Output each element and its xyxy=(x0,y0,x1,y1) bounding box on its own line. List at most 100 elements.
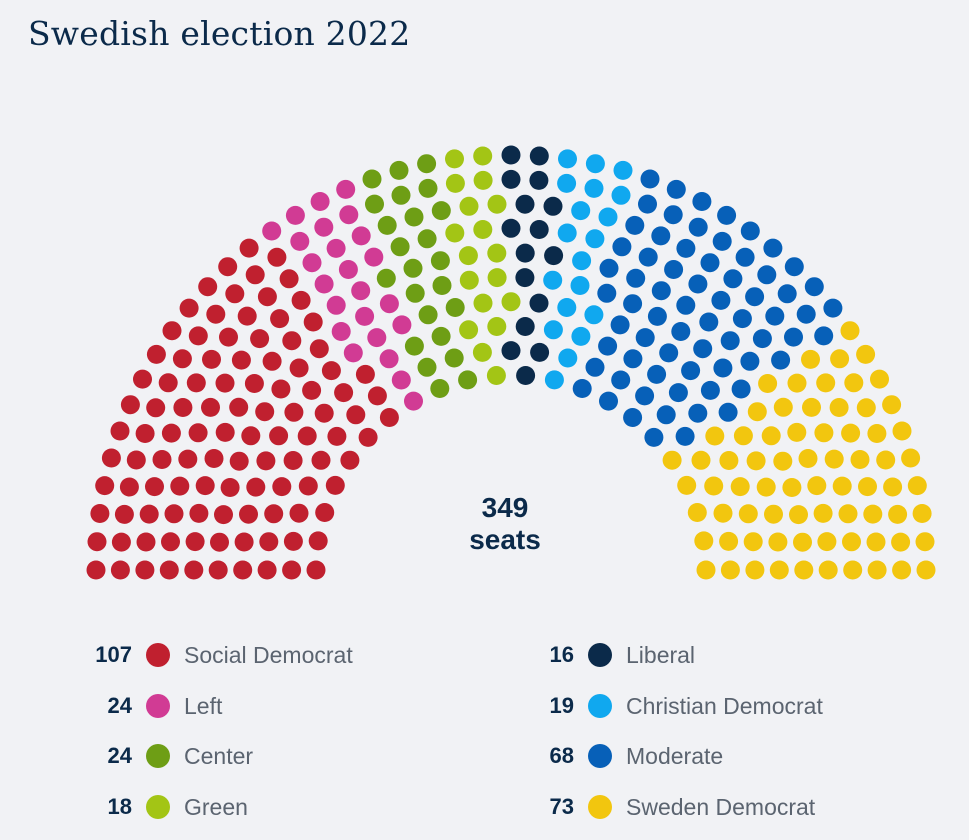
seat-dot xyxy=(501,169,521,189)
seat-dot xyxy=(647,364,667,384)
seat-dot xyxy=(675,426,695,446)
seat-dot xyxy=(188,423,208,443)
seat-dot xyxy=(101,448,121,468)
legend-item-left: 24 Left xyxy=(70,681,223,731)
seat-dot xyxy=(279,269,299,289)
seat-dot xyxy=(283,531,303,551)
seat-dot xyxy=(626,268,646,288)
seat-dot xyxy=(229,451,249,471)
seat-dot xyxy=(501,292,521,312)
seat-dot xyxy=(688,274,708,294)
seat-dot xyxy=(668,383,688,403)
seat-dot xyxy=(501,218,521,238)
seat-dot xyxy=(544,246,564,266)
seat-dot xyxy=(696,560,716,580)
seat-dot xyxy=(314,403,334,423)
seat-dot xyxy=(417,154,437,174)
seat-dot xyxy=(343,343,363,363)
seat-dot xyxy=(487,268,507,288)
seat-dot xyxy=(784,327,803,347)
seat-dot xyxy=(204,449,224,468)
seat-dot xyxy=(659,343,679,363)
seat-dot xyxy=(850,450,870,469)
seat-dot xyxy=(793,532,812,552)
seat-dot xyxy=(351,226,371,246)
seat-dot xyxy=(405,283,425,303)
seat-dot xyxy=(700,253,720,273)
seat-dot xyxy=(584,178,604,198)
seat-dot xyxy=(472,342,492,362)
seat-dot xyxy=(789,505,808,525)
seat-dot xyxy=(310,192,330,211)
seat-dot xyxy=(647,306,667,326)
seat-dot xyxy=(838,504,858,524)
seat-dot xyxy=(311,450,331,470)
seat-dot xyxy=(891,532,911,552)
seat-dot xyxy=(907,476,927,496)
seat-dot xyxy=(543,320,563,340)
seat-dot xyxy=(445,298,465,317)
seat-dot xyxy=(159,560,179,580)
seat-dot xyxy=(355,364,375,384)
seat-dot xyxy=(765,306,785,326)
seat-dot xyxy=(198,277,218,297)
legend-label: Green xyxy=(184,793,248,820)
legend-item-christian-democrat: 19 Christian Democrat xyxy=(508,681,823,731)
seat-dot xyxy=(745,287,765,307)
seat-dot xyxy=(146,398,166,418)
seat-dot xyxy=(389,160,409,180)
seat-dot xyxy=(233,560,253,580)
seat-dot xyxy=(644,427,664,447)
seat-dot xyxy=(814,326,834,346)
seat-dot xyxy=(309,339,329,359)
seat-dot xyxy=(515,317,535,336)
seat-dot xyxy=(651,226,671,246)
seat-dot xyxy=(681,361,701,381)
party-seats-christian-democrat xyxy=(543,149,633,390)
seat-dot xyxy=(314,274,334,294)
seat-dot xyxy=(110,421,130,441)
seat-dot xyxy=(391,185,411,205)
seat-dot xyxy=(186,373,206,393)
seat-dot xyxy=(404,391,423,411)
seat-dot xyxy=(206,304,226,324)
seat-dot xyxy=(365,194,384,214)
seat-dot xyxy=(431,326,451,346)
seat-dot xyxy=(866,532,886,552)
seat-dot xyxy=(613,160,633,180)
seat-dot xyxy=(740,351,760,371)
seat-dot xyxy=(543,270,563,290)
legend-count: 18 xyxy=(107,794,132,819)
seat-dot xyxy=(832,476,852,496)
seat-dot xyxy=(671,322,691,341)
seat-dot xyxy=(777,284,797,304)
seat-dot xyxy=(640,169,660,189)
seat-dot xyxy=(761,426,781,446)
seat-dot xyxy=(818,560,838,580)
seat-dot xyxy=(769,560,789,580)
seat-dot xyxy=(662,450,682,470)
seat-dot xyxy=(651,281,671,301)
legend-swatch xyxy=(588,694,612,718)
seat-dot xyxy=(208,560,228,580)
seat-dot xyxy=(262,221,282,241)
seat-dot xyxy=(743,532,763,552)
seat-dot xyxy=(172,349,192,369)
seat-dot xyxy=(367,328,387,348)
seat-dot xyxy=(663,205,683,225)
seat-dot xyxy=(719,531,739,551)
seat-dot xyxy=(888,504,908,524)
seat-dot xyxy=(189,503,209,523)
seat-dot xyxy=(733,426,753,446)
seat-dot xyxy=(430,379,450,398)
total-seats-number: 349 xyxy=(481,492,529,523)
seat-dot xyxy=(392,315,412,335)
seat-dot xyxy=(585,229,605,249)
seat-dot xyxy=(585,154,605,174)
seat-dot xyxy=(158,373,178,393)
seat-dot xyxy=(558,348,578,368)
seat-dot xyxy=(136,532,156,552)
seat-dot xyxy=(843,560,863,580)
legend-item-green: 18 Green xyxy=(70,782,248,832)
party-seats-center xyxy=(362,154,478,398)
